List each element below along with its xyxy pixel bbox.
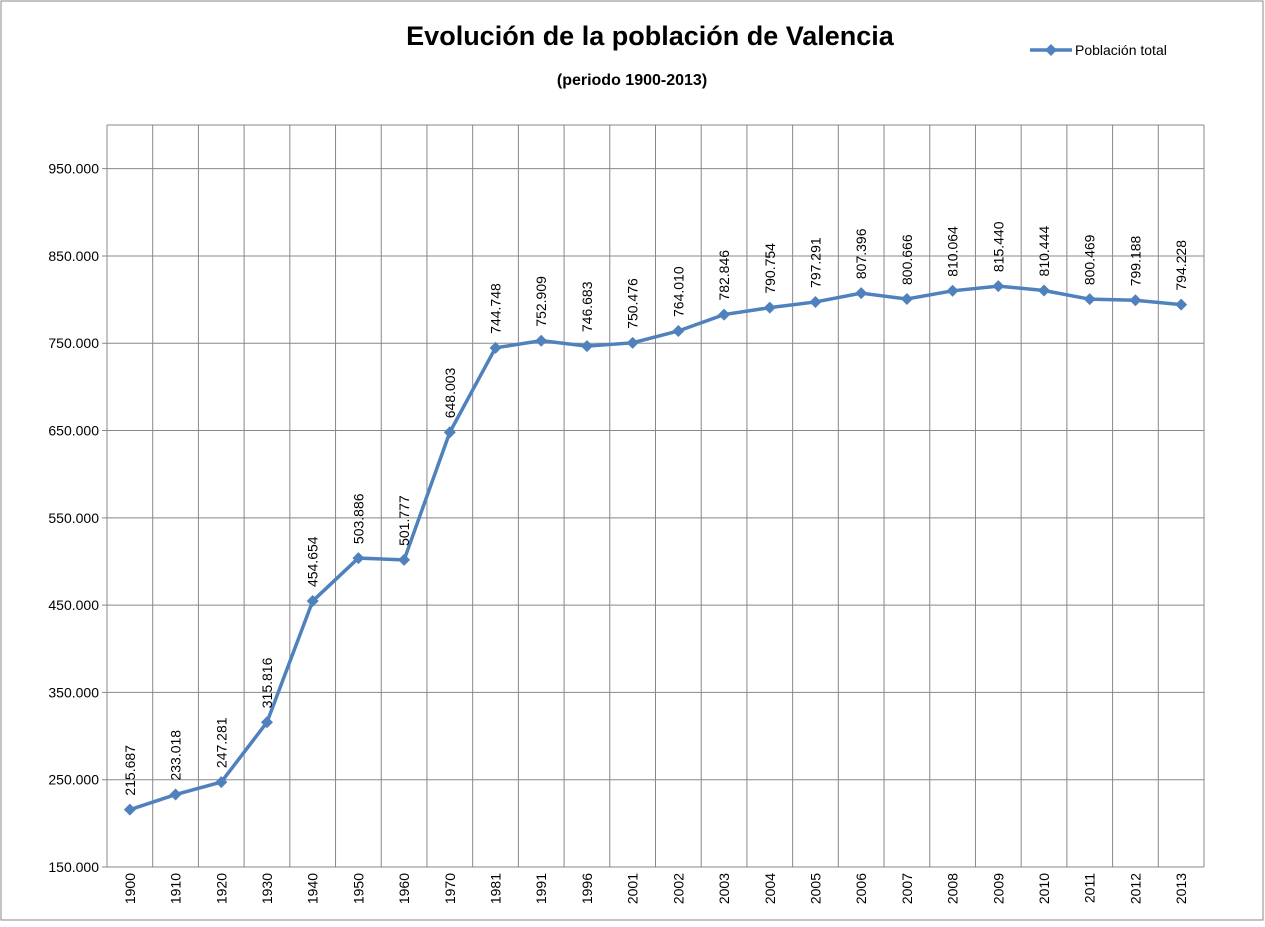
point [946,284,959,297]
point [352,552,365,565]
x-tick-label: 2012 [1127,873,1143,904]
y-tick-label: 350.000 [48,684,99,700]
point [900,293,913,306]
data-label: 794.228 [1173,240,1189,291]
point [123,803,136,816]
data-label: 247.281 [213,717,229,768]
point [489,341,502,354]
data-label: 800.469 [1082,234,1098,285]
x-tick-label: 2005 [807,873,823,904]
data-label: 815.440 [990,221,1006,272]
point [672,325,685,338]
x-tick-label: 1970 [442,873,458,904]
x-tick-label: 1900 [122,873,138,904]
data-label: 764.010 [670,266,686,317]
point [992,280,1005,293]
y-tick-label: 950.000 [48,161,99,177]
data-label: 746.683 [579,281,595,332]
point [260,716,273,729]
data-label: 810.444 [1036,226,1052,277]
point [626,336,639,349]
x-tick-label: 1981 [488,873,504,904]
y-tick-label: 650.000 [48,423,99,439]
x-tick-label: 2003 [716,873,732,904]
point [855,287,868,300]
y-tick-label: 450.000 [48,597,99,613]
point [1129,294,1142,307]
data-label: 790.754 [762,243,778,294]
x-tick-label: 1960 [396,873,412,904]
x-tick-label: 2008 [945,873,961,904]
y-tick-label: 150.000 [48,859,99,875]
point [763,301,776,314]
data-label: 215.687 [122,745,138,796]
line [129,284,1182,812]
x-tick-label: 2001 [625,873,641,904]
chart-title: Evolución de la población de Valencia [406,21,895,51]
point [443,426,456,439]
data-label: 782.846 [716,250,732,301]
data-label: 233.018 [168,730,184,781]
x-tick-label: 2006 [853,873,869,904]
data-label: 501.777 [396,495,412,546]
data-label: 648.003 [442,367,458,418]
data-label: 810.064 [945,226,961,277]
x-tick-label: 2009 [990,873,1006,904]
data-label: 799.188 [1127,235,1143,286]
x-tick-label: 2011 [1082,873,1098,903]
x-tick-label: 1930 [259,873,275,904]
point [169,788,182,801]
point [535,334,548,347]
point [718,308,731,321]
x-tick-label: 1950 [350,873,366,904]
data-label: 800.666 [899,234,915,285]
point [306,595,319,608]
data-label: 752.909 [533,276,549,327]
x-tick-label: 1996 [579,873,595,904]
y-tick-label: 250.000 [48,772,99,788]
x-tick-label: 1910 [168,873,184,904]
x-tick-label: 2007 [899,873,915,904]
x-tick-label: 1940 [305,873,321,904]
y-tick-label: 550.000 [48,510,99,526]
point [809,295,822,308]
point [398,553,411,566]
y-tick-label: 850.000 [48,248,99,264]
x-tick-label: 2002 [670,873,686,904]
data-label: 315.816 [259,657,275,708]
data-label: 750.476 [625,278,641,329]
chart-subtitle: (periodo 1900-2013) [557,72,707,89]
data-label: 797.291 [807,237,823,288]
x-tick-label: 2013 [1173,873,1189,904]
x-tick-label: 2004 [762,873,778,904]
legend-marker [1045,44,1057,56]
legend-label: Población total [1075,42,1167,58]
x-tick-label: 1920 [213,873,229,904]
point [1083,293,1096,306]
x-tick-label: 2010 [1036,873,1052,904]
point [215,776,228,789]
point [1038,284,1051,297]
data-label: 744.748 [488,283,504,334]
data-label: 807.396 [853,228,869,279]
point [1175,298,1188,311]
data-label: 503.886 [350,493,366,544]
x-tick-label: 1991 [533,873,549,904]
data-label: 454.654 [305,536,321,587]
point [580,340,593,353]
y-tick-label: 750.000 [48,335,99,351]
